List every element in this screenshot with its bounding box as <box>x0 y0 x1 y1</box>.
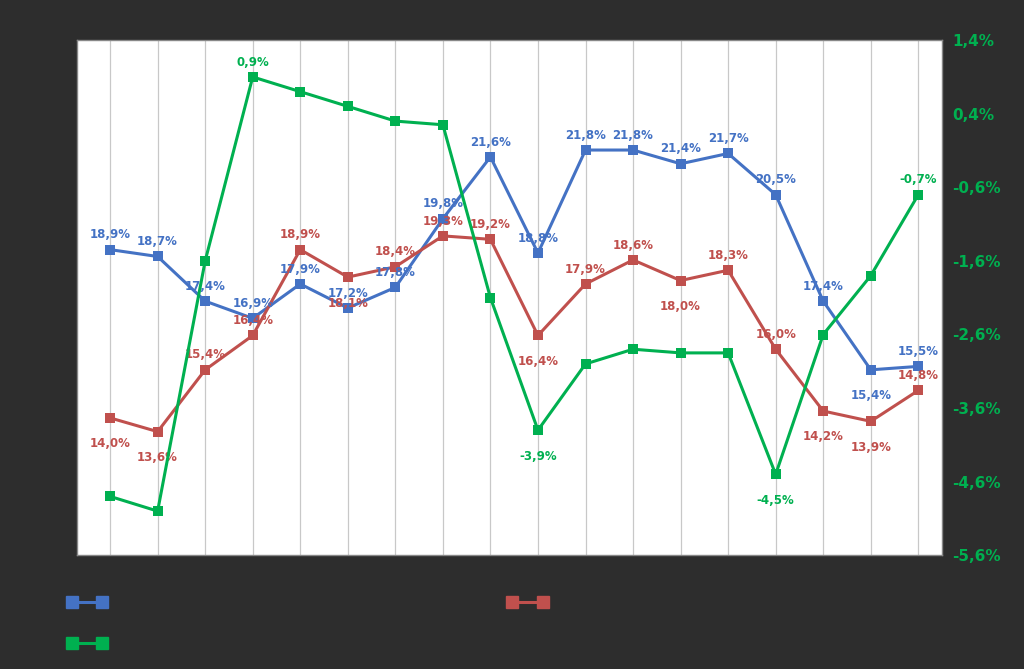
Text: 17,2%: 17,2% <box>328 287 369 300</box>
Text: 17,9%: 17,9% <box>280 263 321 276</box>
Text: 18,9%: 18,9% <box>89 228 131 242</box>
Text: 13,6%: 13,6% <box>137 451 178 464</box>
Text: 20,5%: 20,5% <box>756 173 796 187</box>
Text: 19,3%: 19,3% <box>423 215 463 227</box>
Text: 19,2%: 19,2% <box>470 218 511 231</box>
Text: 15,5%: 15,5% <box>898 345 939 358</box>
Text: 16,4%: 16,4% <box>232 314 273 327</box>
Text: 18,9%: 18,9% <box>280 228 321 242</box>
Text: 16,0%: 16,0% <box>756 328 796 341</box>
Text: 13,9%: 13,9% <box>850 441 891 454</box>
Text: 19,8%: 19,8% <box>422 197 464 210</box>
Text: 21,6%: 21,6% <box>470 136 511 149</box>
Text: 21,4%: 21,4% <box>660 142 701 155</box>
Text: 18,1%: 18,1% <box>328 296 369 310</box>
Text: 14,2%: 14,2% <box>803 430 844 444</box>
Text: 18,3%: 18,3% <box>708 249 749 262</box>
Text: 18,7%: 18,7% <box>137 235 178 248</box>
Text: 17,4%: 17,4% <box>803 280 844 293</box>
Text: 18,4%: 18,4% <box>375 246 416 258</box>
Text: 17,9%: 17,9% <box>565 263 606 276</box>
Text: 16,9%: 16,9% <box>232 297 273 310</box>
Text: -0,7%: -0,7% <box>899 173 937 187</box>
Text: 14,0%: 14,0% <box>90 438 130 450</box>
Text: 21,8%: 21,8% <box>565 128 606 142</box>
Text: 17,4%: 17,4% <box>184 280 225 293</box>
Text: 18,6%: 18,6% <box>612 239 653 252</box>
Text: 15,4%: 15,4% <box>850 389 891 402</box>
Text: -4,5%: -4,5% <box>757 494 795 506</box>
Text: 18,8%: 18,8% <box>517 231 558 245</box>
Text: 21,8%: 21,8% <box>612 128 653 142</box>
Text: 15,4%: 15,4% <box>184 349 225 361</box>
Text: 0,9%: 0,9% <box>237 56 269 69</box>
Text: 16,4%: 16,4% <box>517 355 558 368</box>
Text: 21,7%: 21,7% <box>708 132 749 145</box>
Text: -3,9%: -3,9% <box>519 450 557 462</box>
Text: 14,8%: 14,8% <box>898 369 939 382</box>
Text: 17,8%: 17,8% <box>375 266 416 279</box>
Text: 18,0%: 18,0% <box>660 300 701 313</box>
